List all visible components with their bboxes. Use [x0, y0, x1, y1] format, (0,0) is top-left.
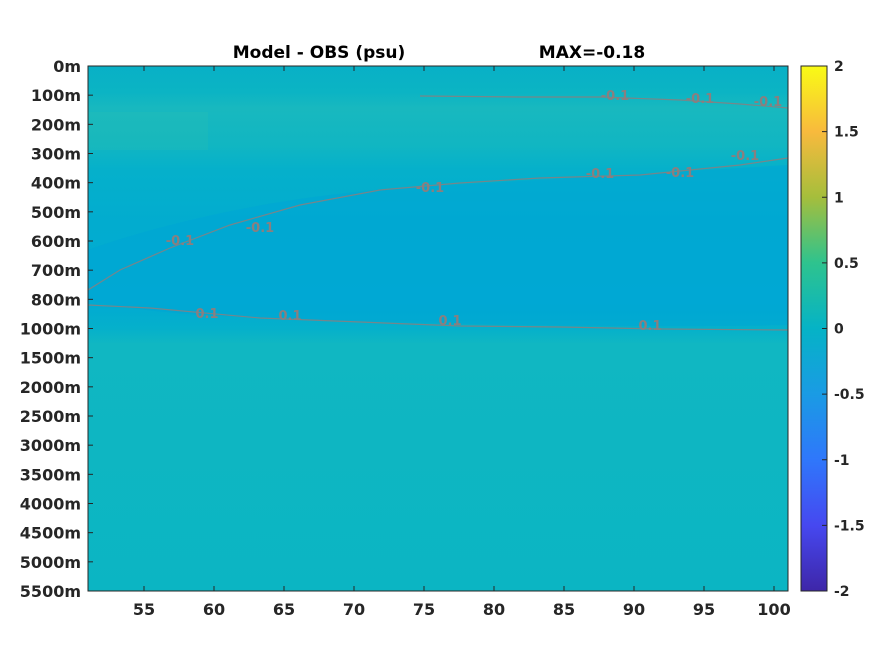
y-tick-label: 3500m	[20, 465, 81, 484]
y-tick-label: 500m	[31, 203, 81, 222]
minimum-core	[88, 165, 788, 327]
y-tick-label: 200m	[31, 115, 81, 134]
y-tick-label: 2000m	[20, 378, 81, 397]
y-tick-label: 4500m	[20, 524, 81, 543]
y-tick-label: 5000m	[20, 553, 81, 572]
max-label: MAX=-0.18	[539, 43, 645, 63]
contour-label: 0.1	[438, 314, 461, 329]
colorbar-tick-label: -2	[834, 584, 850, 600]
y-tick-label: 100m	[31, 86, 81, 105]
colorbar-tick-label: 2	[834, 59, 844, 75]
contour-label: -0.1	[586, 167, 614, 182]
contour-label: -0.1	[686, 92, 714, 107]
y-tick-label: 4000m	[20, 495, 81, 514]
colorbar-tick-label: 0	[834, 322, 844, 338]
heatmap-field: 0.1 0.1 0.1 0.1 -0.1 -0.1 -0.1 -0.1 -0.1 -0.1 -0.1…	[88, 66, 788, 591]
colorbar-tick-label: -1.5	[834, 518, 865, 534]
contour-label: -0.1	[731, 149, 759, 164]
x-tick-label: 55	[133, 600, 155, 619]
colorbar-axis: 2 1.5 1 0.5 0 -0.5 -1 -1.5 -2	[822, 59, 865, 600]
contour-label: 0.1	[278, 309, 301, 324]
y-tick-label: 2500m	[20, 407, 81, 426]
y-tick-label: 1500m	[20, 349, 81, 368]
x-tick-label: 95	[693, 600, 715, 619]
chart-title: Model - OBS (psu)	[233, 43, 406, 63]
contour-line	[419, 95, 788, 109]
contour-label: 0.1	[195, 307, 218, 322]
y-tick-label: 400m	[31, 174, 81, 193]
contour-line	[88, 157, 788, 291]
colorbar-tick-label: -0.5	[834, 387, 865, 403]
y-tick-label: 800m	[31, 290, 81, 309]
contour-label: -0.1	[416, 181, 444, 196]
contour-label: 0.1	[638, 319, 661, 334]
surface-patch	[88, 112, 208, 150]
contour-label: -0.1	[246, 221, 274, 236]
contour-lines: 0.1 0.1 0.1 0.1 -0.1 -0.1 -0.1 -0.1 -0.1 -0.1 -0.1…	[88, 89, 788, 334]
colorbar-tick-label: -1	[834, 453, 850, 469]
contour-label: -0.1	[166, 234, 194, 249]
colorbar-tick-label: 0.5	[834, 256, 859, 272]
x-tick-label: 90	[623, 600, 645, 619]
y-tick-label: 0m	[53, 57, 81, 76]
x-tick-label: 70	[343, 600, 365, 619]
x-tick-label: 100	[757, 600, 790, 619]
x-tick-label: 85	[553, 600, 575, 619]
contour-label: -0.1	[754, 95, 782, 110]
contour-label: -0.1	[666, 166, 694, 181]
contour-label: -0.1	[601, 89, 629, 104]
x-tick-label: 65	[273, 600, 295, 619]
x-tick-label: 60	[203, 600, 225, 619]
contour-line	[88, 304, 788, 331]
colorbar-tick-label: 1	[834, 190, 844, 206]
y-tick-label: 5500m	[20, 582, 81, 601]
x-tick-label: 75	[413, 600, 435, 619]
y-tick-label: 1000m	[20, 320, 81, 339]
colorbar-tick-label: 1.5	[834, 125, 859, 141]
y-tick-label: 300m	[31, 145, 81, 164]
y-tick-label: 700m	[31, 261, 81, 280]
x-tick-label: 80	[483, 600, 505, 619]
y-tick-label: 3000m	[20, 436, 81, 455]
y-axis: 0m 100m 200m 300m 400m 500m 600m 700m 800m 1000m 1…	[20, 57, 93, 601]
x-axis: 55 60 65 70 75 80 85 90 95 100	[133, 66, 791, 619]
y-tick-label: 600m	[31, 232, 81, 251]
